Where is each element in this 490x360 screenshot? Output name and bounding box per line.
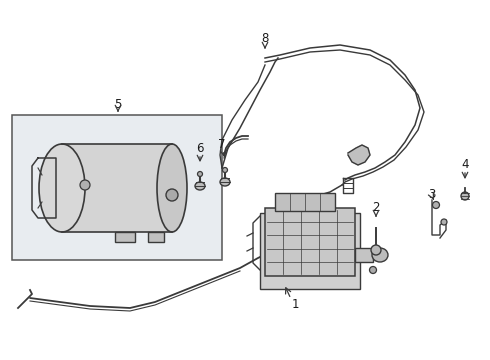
Ellipse shape — [441, 219, 447, 225]
Text: 5: 5 — [114, 98, 122, 111]
Ellipse shape — [372, 248, 388, 262]
Bar — [275, 193, 335, 211]
Text: 3: 3 — [428, 188, 436, 201]
Text: 2: 2 — [372, 201, 380, 213]
Ellipse shape — [80, 180, 90, 190]
Ellipse shape — [39, 144, 85, 232]
Ellipse shape — [195, 182, 205, 190]
Bar — [355, 248, 373, 262]
Ellipse shape — [220, 178, 230, 186]
Bar — [265, 208, 355, 276]
Text: 4: 4 — [461, 158, 469, 171]
Ellipse shape — [157, 144, 187, 232]
Bar — [148, 232, 164, 242]
Text: 7: 7 — [218, 138, 226, 150]
Bar — [12, 115, 222, 260]
Bar — [115, 232, 135, 242]
Ellipse shape — [222, 167, 227, 172]
Ellipse shape — [166, 189, 178, 201]
Text: 6: 6 — [196, 141, 204, 154]
Text: 1: 1 — [291, 298, 299, 311]
Text: 8: 8 — [261, 32, 269, 45]
Ellipse shape — [371, 245, 381, 255]
Ellipse shape — [369, 266, 376, 274]
Ellipse shape — [197, 171, 202, 176]
Ellipse shape — [433, 202, 440, 208]
Polygon shape — [348, 145, 370, 165]
Ellipse shape — [461, 192, 469, 200]
Bar — [62, 144, 172, 232]
Bar — [260, 213, 360, 289]
